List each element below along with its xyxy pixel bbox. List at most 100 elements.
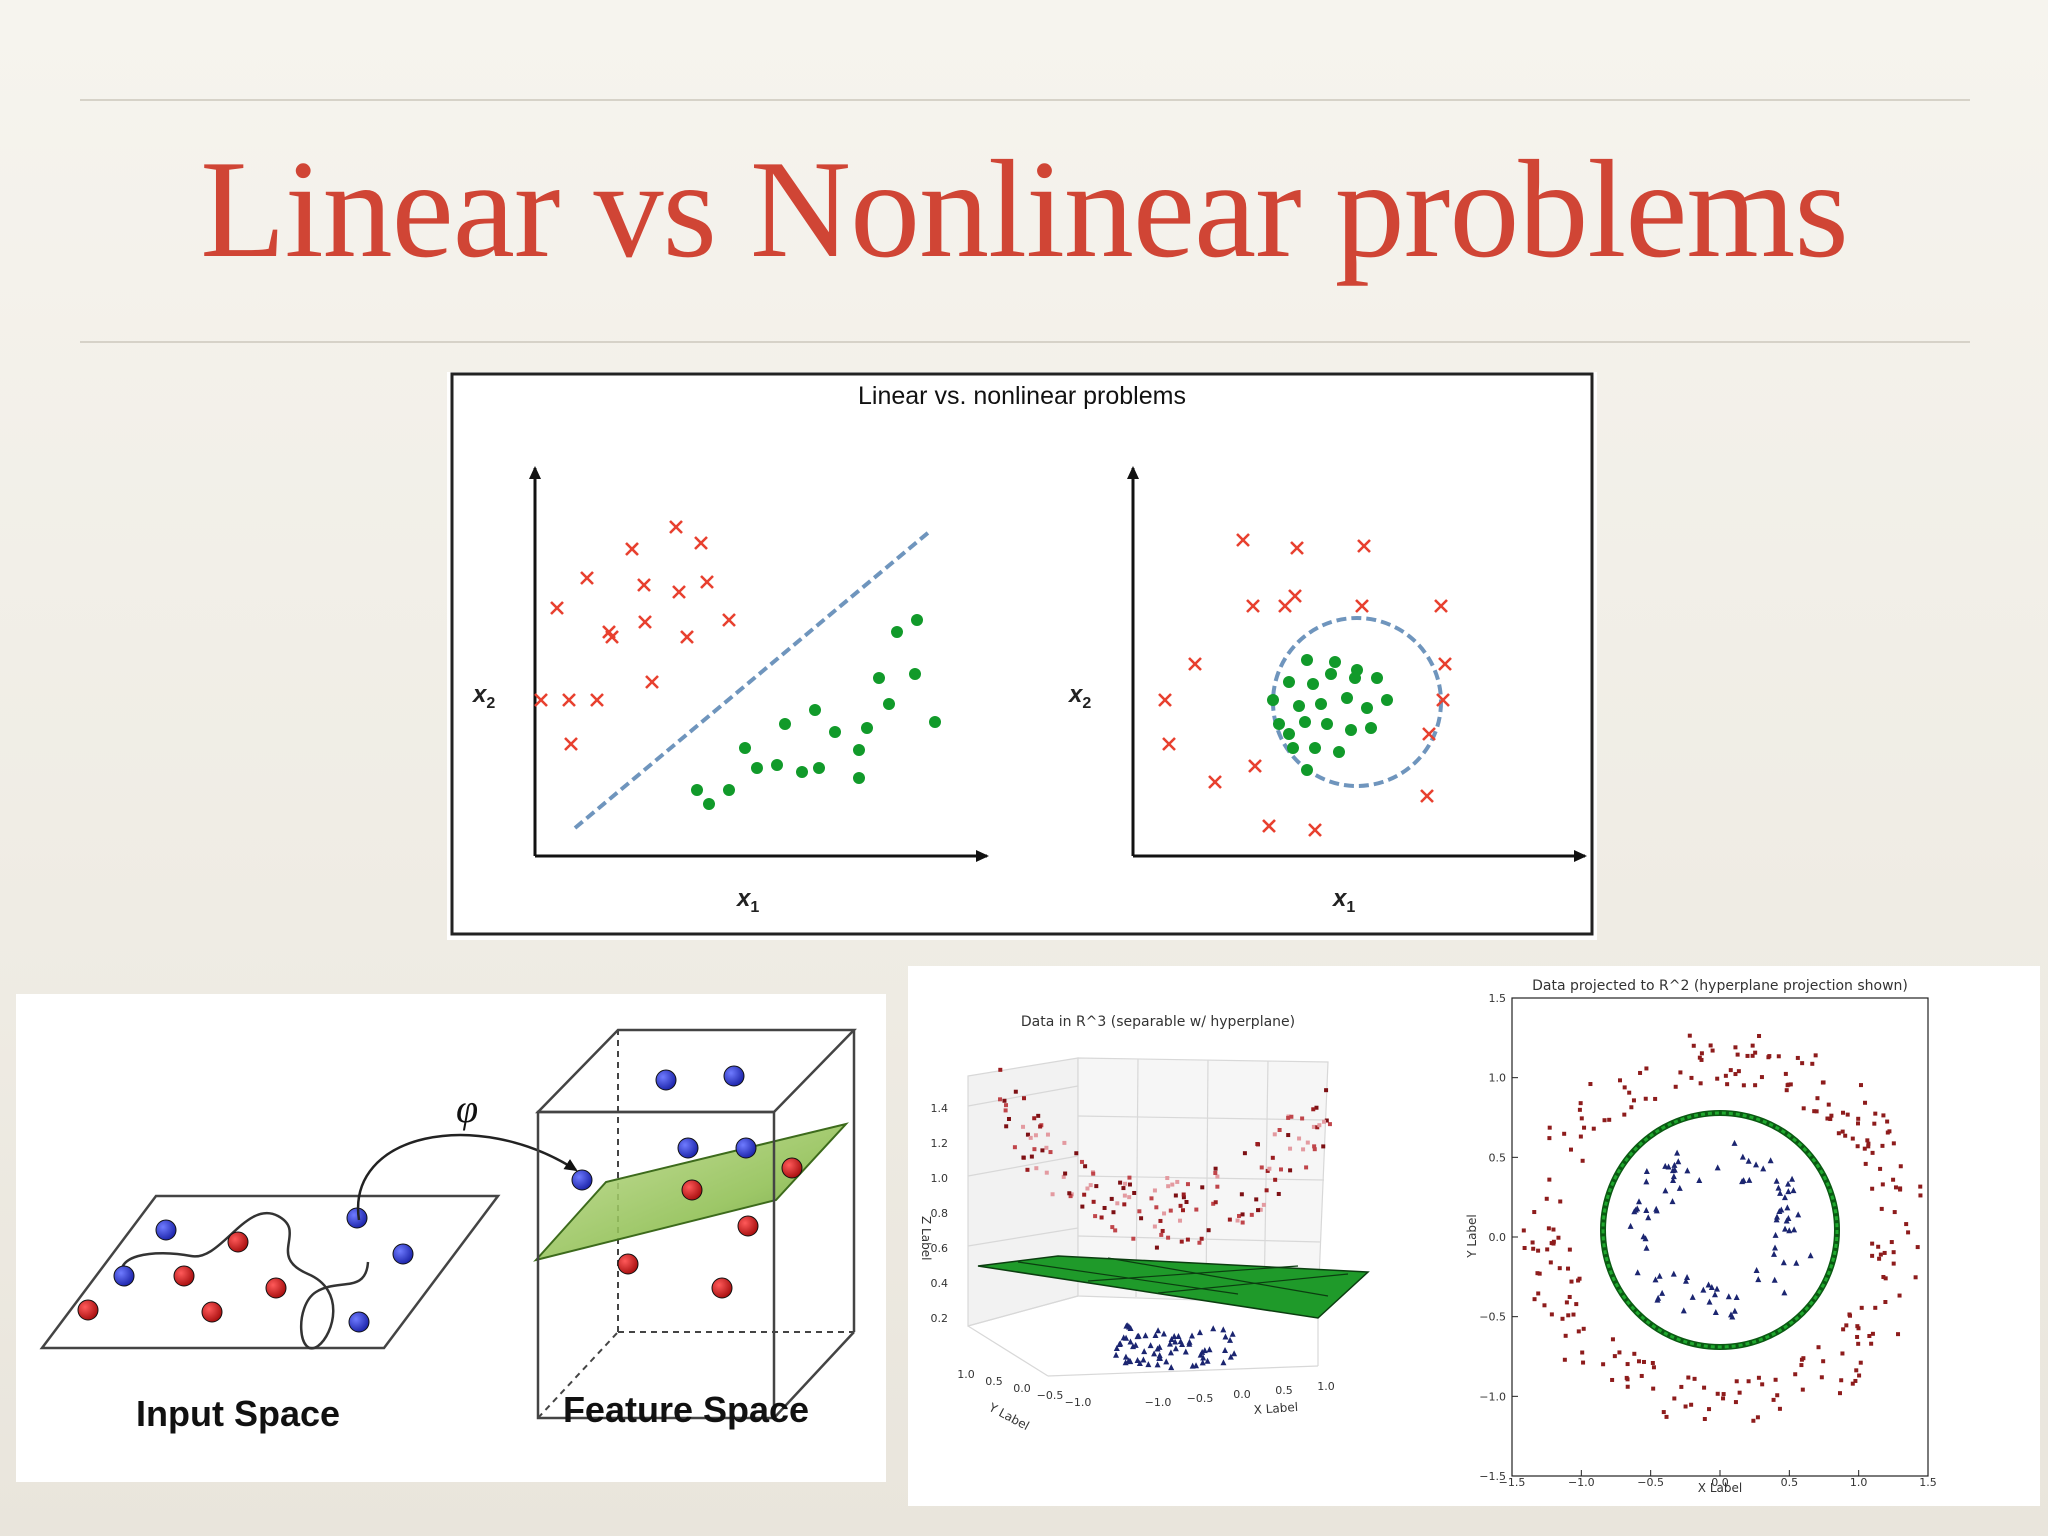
outer-point [1629,1105,1634,1110]
inner-point [1670,1270,1677,1277]
red-point [1122,1202,1127,1207]
kernel-mapping-figure: φ Input Space Feature Space [16,994,886,1482]
outer-point [1641,1359,1646,1364]
blue-point [677,1137,699,1159]
inner-point [1781,1289,1788,1296]
inner-point [1645,1214,1652,1221]
inner-point [1791,1226,1798,1233]
blue-point [1160,1330,1167,1337]
outer-point [1549,1241,1554,1246]
outer-point [1741,1083,1746,1088]
blue-point [1188,1332,1195,1339]
blue-point [1122,1353,1129,1360]
inner-point [1782,1225,1789,1232]
outer-point [1759,1075,1764,1080]
class-b-dot [703,798,715,810]
red-point [1249,1212,1254,1217]
plot3d-box [967,1057,1329,1377]
outer-point [1889,1240,1894,1245]
plot3d-title: Data in R^3 (separable w/ hyperplane) [1021,1014,1295,1030]
left-y-label: x2 [471,681,495,712]
blue-point [1200,1354,1207,1361]
class-b-dot [861,722,873,734]
blue-point [1156,1354,1163,1361]
red-point [1175,1179,1180,1184]
inner-point [1684,1273,1691,1280]
blue-point [1122,1359,1129,1366]
blue-point [1210,1325,1217,1332]
outer-point [1788,1082,1793,1087]
outer-point [1617,1350,1622,1355]
y-tick-label: 1.0 [1489,1072,1507,1085]
red-point [737,1215,759,1237]
class-b-dot [891,626,903,638]
outer-point [1865,1138,1870,1143]
inner-point [1700,1286,1707,1293]
class-a-cross [1246,599,1260,613]
red-point [1181,1195,1186,1200]
outer-point [1870,1241,1875,1246]
outer-point [1588,1082,1593,1087]
outer-point [1563,1333,1568,1338]
blue-point [1229,1330,1236,1337]
outer-point [1702,1416,1707,1421]
outer-point [1576,1278,1581,1283]
class-b-dot [751,762,763,774]
outer-point [1673,1084,1678,1089]
x-tick-label: 1.0 [1317,1380,1335,1393]
blue-point [1155,1327,1162,1334]
class-b-dot [796,766,808,778]
outer-point [1858,1360,1863,1365]
figure-frame [450,372,1594,936]
red-point [1067,1191,1072,1196]
outer-point [1542,1303,1547,1308]
outer-point [1546,1226,1551,1231]
outer-point [1567,1294,1572,1299]
class-a-cross [1278,599,1292,613]
red-point [1317,1123,1322,1128]
class-a-cross [1290,541,1304,555]
plot2d-frame [1511,997,1929,1477]
outer-point [1913,1275,1918,1280]
red-point [1237,1213,1242,1218]
red-point [1259,1165,1264,1170]
blue-point [1227,1336,1234,1343]
x-tick-label: −0.5 [1187,1392,1214,1405]
class-a-cross [700,575,714,589]
outer-point [1891,1250,1896,1255]
class-a-cross [1188,657,1202,671]
outer-point [1536,1248,1541,1253]
outer-point [1547,1136,1552,1141]
x-tick-label: −0.5 [1637,1476,1664,1489]
plot2d-outer-points [1521,1033,1923,1423]
red-point [1206,1228,1211,1233]
class-b-dot [1273,718,1285,730]
red-point [1038,1124,1043,1129]
linear-nonlinear-figure: Linear vs. nonlinear problems x2 x1 x2 x… [447,372,1597,940]
blue-point [1222,1347,1229,1354]
red-point [1162,1211,1167,1216]
red-point [1286,1133,1291,1138]
outer-point [1755,1415,1760,1420]
outer-point [1837,1391,1842,1396]
red-point [1040,1148,1045,1153]
outer-point [1547,1177,1552,1182]
outer-point [1537,1271,1542,1276]
blue-point [392,1243,414,1265]
red-point [1032,1147,1037,1152]
red-point [1025,1167,1030,1172]
z-tick-label: 0.4 [931,1277,949,1290]
inner-point [1675,1158,1682,1165]
blue-point [1136,1360,1143,1367]
red-point [1132,1190,1137,1195]
class-a-cross [550,601,564,615]
inner-point [1771,1276,1778,1283]
class-b-dot [1287,742,1299,754]
blue-point [1145,1361,1152,1368]
red-point [1004,1103,1009,1108]
blue-point [1172,1345,1179,1352]
red-point [1127,1182,1132,1187]
outer-point [1715,1391,1720,1396]
red-point [1312,1147,1317,1152]
red-point [1315,1125,1320,1130]
